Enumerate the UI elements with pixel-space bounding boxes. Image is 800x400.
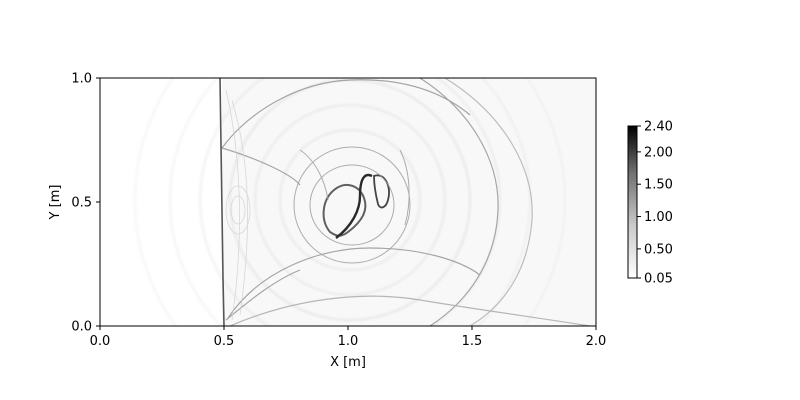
y-axis-label: Y [m] xyxy=(48,185,63,221)
y-axis: 0.0 0.5 1.0 xyxy=(71,72,100,335)
y-tick-label: 1.0 xyxy=(71,72,92,87)
y-tick-label: 0.5 xyxy=(71,196,92,211)
colorbar-tick-label: 0.50 xyxy=(644,242,673,257)
colorbar-tick-label: 1.50 xyxy=(644,178,673,193)
x-axis: 0.0 0.5 1.0 1.5 2.0 xyxy=(90,326,607,349)
colorbar-tick-label: 0.05 xyxy=(644,272,673,287)
x-tick-label: 1.5 xyxy=(462,334,483,349)
x-tick-label: 0.5 xyxy=(214,334,235,349)
colorbar-ticks: 0.05 0.50 1.00 1.50 2.00 2.40 xyxy=(637,120,673,287)
density-field xyxy=(134,78,596,326)
x-tick-label: 2.0 xyxy=(586,334,607,349)
colorbar: 0.05 0.50 1.00 1.50 2.00 2.40 xyxy=(627,120,673,287)
colorbar-tick-label: 2.00 xyxy=(644,145,673,160)
x-tick-label: 0.0 xyxy=(90,334,111,349)
y-tick-label: 0.0 xyxy=(71,320,92,335)
colorbar-tick-label: 1.00 xyxy=(644,210,673,225)
x-axis-label: X [m] xyxy=(330,355,366,370)
x-tick-label: 1.0 xyxy=(338,334,359,349)
colorbar-gradient xyxy=(627,125,638,279)
colorbar-tick-label: 2.40 xyxy=(644,120,673,135)
